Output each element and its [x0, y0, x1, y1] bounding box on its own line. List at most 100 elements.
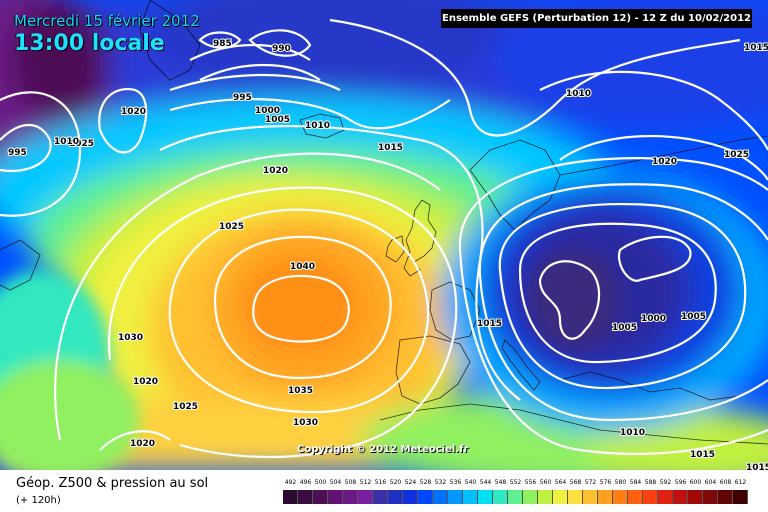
isobar-label: 1025 — [219, 222, 244, 232]
isobar-label: 1020 — [130, 439, 155, 449]
scale-label: 612 — [734, 479, 747, 486]
scale-swatch — [463, 490, 478, 504]
isobar-label: 1020 — [121, 107, 146, 117]
scale-swatch — [583, 490, 598, 504]
scale-label: 512 — [359, 479, 372, 486]
isobar-label: 1030 — [118, 333, 143, 343]
coast-scandinavia — [469, 139, 561, 231]
isobar-1010 — [169, 98, 451, 130]
scale-swatch — [358, 490, 373, 504]
scale-label: 520 — [389, 479, 402, 486]
isobar-west-ring — [0, 91, 82, 217]
scale-label: 516 — [374, 479, 387, 486]
coast-greenland — [139, 0, 201, 81]
coast-italy — [501, 339, 541, 391]
isobar-trough-995 — [538, 260, 601, 340]
isobar-label: 1015 — [378, 143, 403, 153]
lead-time-label: (+ 120h) — [16, 495, 61, 506]
isobar-label: 1020 — [133, 377, 158, 387]
isobar-1025 — [107, 186, 458, 459]
scale-swatch — [448, 490, 463, 504]
isobars — [0, 18, 768, 459]
isobar-west-low — [0, 124, 52, 173]
isobar-sw-1020 — [99, 430, 171, 451]
scale-label: 508 — [344, 479, 357, 486]
scale-swatch — [598, 490, 613, 504]
scale-label: 568 — [569, 479, 582, 486]
scale-label: 580 — [614, 479, 627, 486]
scale-swatch — [538, 490, 553, 504]
isobar-label: 1005 — [265, 115, 290, 125]
scale-swatch — [643, 490, 658, 504]
scale-label: 588 — [644, 479, 657, 486]
coast-canada — [0, 239, 41, 291]
scale-swatch — [403, 490, 418, 504]
isobar-1020-nw — [98, 87, 148, 154]
scale-swatch — [703, 490, 718, 504]
scale-swatch — [298, 490, 313, 504]
scale-label: 504 — [329, 479, 342, 486]
scale-label: 608 — [719, 479, 732, 486]
scale-swatch — [613, 490, 628, 504]
isobar-label: 1010 — [305, 121, 330, 131]
scale-label: 528 — [419, 479, 432, 486]
scale-label: 492 — [284, 479, 297, 486]
scale-swatch — [718, 490, 733, 504]
scale-swatch — [568, 490, 583, 504]
isobar-trough-995b — [617, 235, 692, 282]
scale-label: 536 — [449, 479, 462, 486]
isobar-label: 1030 — [293, 418, 318, 428]
parameter-label: Géop. Z500 & pression au sol — [16, 476, 209, 491]
scale-swatch — [508, 490, 523, 504]
scale-label: 544 — [479, 479, 492, 486]
scale-label: 596 — [674, 479, 687, 486]
isobar-label: 1025 — [173, 402, 198, 412]
isobar-1035 — [213, 235, 392, 380]
scale-swatch — [688, 490, 703, 504]
isobar-label: 1005 — [612, 323, 637, 333]
scale-label: 524 — [404, 479, 417, 486]
field-blue-ne — [490, 0, 768, 130]
scale-label: 548 — [494, 479, 507, 486]
isobar-label: 990 — [272, 44, 291, 54]
isobar-label: 1020 — [652, 157, 677, 167]
isobar-990 — [248, 29, 312, 57]
scale-label: 584 — [629, 479, 642, 486]
scale-label: 532 — [434, 479, 447, 486]
scale-swatch — [628, 490, 643, 504]
field-left-lime — [0, 360, 140, 470]
scale-swatch — [478, 490, 493, 504]
scale-label: 592 — [659, 479, 672, 486]
isobar-label: 1040 — [290, 262, 315, 272]
isobar-1040 — [252, 274, 350, 343]
isobar-1030 — [168, 208, 430, 414]
run-info-banner: Ensemble GEFS (Perturbation 12) - 12 Z d… — [441, 9, 752, 28]
coast-russia — [559, 135, 768, 176]
map-canvas: 985 990 995 1000 1005 1010 1015 1020 102… — [0, 0, 768, 470]
field-dark-nw — [10, 0, 110, 120]
color-scale: 492 496 500 504 508 512 516 520 524 528 532 536 540 5… — [283, 477, 751, 507]
isobar-label: 1010 — [620, 428, 645, 438]
field-orange-core — [245, 260, 355, 350]
isobar-trough-1005 — [498, 203, 747, 390]
scale-swatch — [418, 490, 433, 504]
isobar-1020-west — [53, 152, 441, 441]
isobar-985 — [198, 31, 242, 49]
isobar-label: 1010 — [54, 137, 79, 147]
scale-swatch — [388, 490, 403, 504]
isobar-1015 — [159, 124, 521, 401]
scale-swatch — [553, 490, 568, 504]
isobar-north-arc — [329, 18, 741, 137]
scale-swatch — [673, 490, 688, 504]
isobar-label: 1025 — [69, 139, 94, 149]
coast-iberia — [395, 335, 471, 405]
isobar-label-group: 985 990 995 1000 1005 1010 1015 1020 102… — [7, 38, 768, 470]
scale-swatch — [328, 490, 343, 504]
scale-label: 572 — [584, 479, 597, 486]
scale-swatch — [343, 490, 358, 504]
isobar-ne-1020 — [559, 134, 768, 181]
scale-label: 500 — [314, 479, 327, 486]
scale-swatch — [373, 490, 388, 504]
isobar-1000 — [199, 63, 321, 81]
coast-ireland — [385, 235, 405, 263]
